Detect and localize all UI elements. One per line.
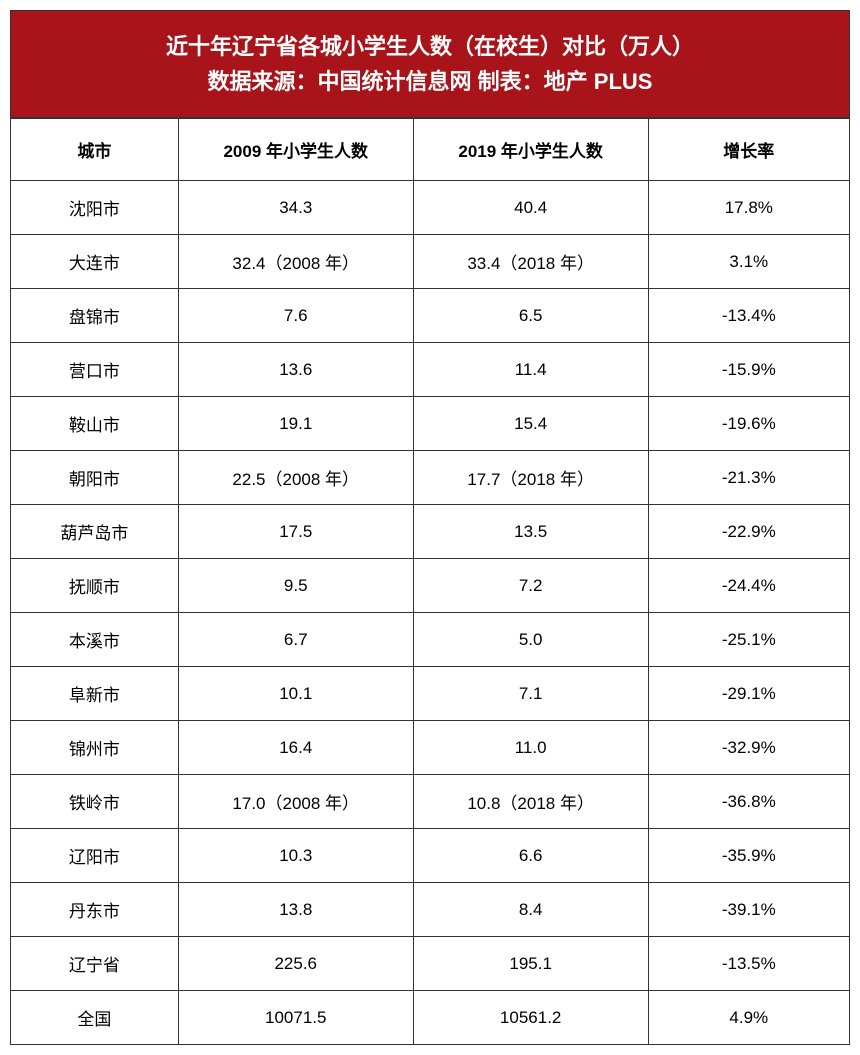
cell-2019: 7.2 bbox=[413, 559, 648, 613]
cell-2019: 33.4（2018 年） bbox=[413, 235, 648, 289]
cell-growth: -39.1% bbox=[648, 883, 849, 937]
cell-2019: 10561.2 bbox=[413, 991, 648, 1045]
table-row: 抚顺市9.57.2-24.4% bbox=[11, 559, 850, 613]
cell-city: 铁岭市 bbox=[11, 775, 179, 829]
cell-city: 锦州市 bbox=[11, 721, 179, 775]
cell-2019: 10.8（2018 年） bbox=[413, 775, 648, 829]
cell-2019: 5.0 bbox=[413, 613, 648, 667]
cell-growth: -13.4% bbox=[648, 289, 849, 343]
cell-2009: 16.4 bbox=[178, 721, 413, 775]
data-table: 城市 2009 年小学生人数 2019 年小学生人数 增长率 沈阳市34.340… bbox=[10, 118, 850, 1045]
cell-growth: -21.3% bbox=[648, 451, 849, 505]
cell-2019: 11.4 bbox=[413, 343, 648, 397]
cell-city: 营口市 bbox=[11, 343, 179, 397]
cell-growth: -15.9% bbox=[648, 343, 849, 397]
cell-2009: 32.4（2008 年） bbox=[178, 235, 413, 289]
table-row: 丹东市13.88.4-39.1% bbox=[11, 883, 850, 937]
col-header-2019: 2019 年小学生人数 bbox=[413, 119, 648, 181]
cell-city: 鞍山市 bbox=[11, 397, 179, 451]
table-row: 辽宁省225.6195.1-13.5% bbox=[11, 937, 850, 991]
cell-city: 阜新市 bbox=[11, 667, 179, 721]
table-row: 辽阳市10.36.6-35.9% bbox=[11, 829, 850, 883]
cell-2019: 13.5 bbox=[413, 505, 648, 559]
cell-2009: 13.6 bbox=[178, 343, 413, 397]
col-header-2009: 2009 年小学生人数 bbox=[178, 119, 413, 181]
cell-2009: 17.0（2008 年） bbox=[178, 775, 413, 829]
cell-2009: 9.5 bbox=[178, 559, 413, 613]
cell-2019: 7.1 bbox=[413, 667, 648, 721]
table-row: 铁岭市17.0（2008 年）10.8（2018 年）-36.8% bbox=[11, 775, 850, 829]
cell-2009: 34.3 bbox=[178, 181, 413, 235]
cell-growth: 17.8% bbox=[648, 181, 849, 235]
cell-2009: 7.6 bbox=[178, 289, 413, 343]
col-header-growth: 增长率 bbox=[648, 119, 849, 181]
table-row: 葫芦岛市17.513.5-22.9% bbox=[11, 505, 850, 559]
cell-city: 本溪市 bbox=[11, 613, 179, 667]
cell-growth: -36.8% bbox=[648, 775, 849, 829]
cell-growth: -29.1% bbox=[648, 667, 849, 721]
cell-2009: 10.3 bbox=[178, 829, 413, 883]
cell-2019: 8.4 bbox=[413, 883, 648, 937]
cell-city: 沈阳市 bbox=[11, 181, 179, 235]
cell-city: 抚顺市 bbox=[11, 559, 179, 613]
cell-growth: -32.9% bbox=[648, 721, 849, 775]
table-header-row: 城市 2009 年小学生人数 2019 年小学生人数 增长率 bbox=[11, 119, 850, 181]
cell-city: 朝阳市 bbox=[11, 451, 179, 505]
cell-city: 大连市 bbox=[11, 235, 179, 289]
cell-2009: 10.1 bbox=[178, 667, 413, 721]
cell-2019: 17.7（2018 年） bbox=[413, 451, 648, 505]
cell-2019: 15.4 bbox=[413, 397, 648, 451]
header-title-line2: 数据来源：中国统计信息网 制表：地产 PLUS bbox=[21, 64, 839, 99]
cell-city: 全国 bbox=[11, 991, 179, 1045]
col-header-city: 城市 bbox=[11, 119, 179, 181]
cell-city: 盘锦市 bbox=[11, 289, 179, 343]
table-row: 大连市32.4（2008 年）33.4（2018 年）3.1% bbox=[11, 235, 850, 289]
table-row: 营口市13.611.4-15.9% bbox=[11, 343, 850, 397]
cell-growth: -35.9% bbox=[648, 829, 849, 883]
cell-2019: 195.1 bbox=[413, 937, 648, 991]
cell-2009: 225.6 bbox=[178, 937, 413, 991]
cell-2009: 10071.5 bbox=[178, 991, 413, 1045]
table-header: 近十年辽宁省各城小学生人数（在校生）对比（万人） 数据来源：中国统计信息网 制表… bbox=[10, 10, 850, 118]
cell-growth: -24.4% bbox=[648, 559, 849, 613]
header-title-line1: 近十年辽宁省各城小学生人数（在校生）对比（万人） bbox=[21, 29, 839, 64]
cell-growth: -13.5% bbox=[648, 937, 849, 991]
table-row: 阜新市10.17.1-29.1% bbox=[11, 667, 850, 721]
cell-growth: -19.6% bbox=[648, 397, 849, 451]
cell-2009: 6.7 bbox=[178, 613, 413, 667]
cell-2009: 19.1 bbox=[178, 397, 413, 451]
cell-city: 葫芦岛市 bbox=[11, 505, 179, 559]
cell-city: 辽宁省 bbox=[11, 937, 179, 991]
table-row: 朝阳市22.5（2008 年）17.7（2018 年）-21.3% bbox=[11, 451, 850, 505]
cell-growth: -25.1% bbox=[648, 613, 849, 667]
cell-2009: 22.5（2008 年） bbox=[178, 451, 413, 505]
table-row: 锦州市16.411.0-32.9% bbox=[11, 721, 850, 775]
cell-2009: 13.8 bbox=[178, 883, 413, 937]
cell-2019: 6.5 bbox=[413, 289, 648, 343]
cell-2009: 17.5 bbox=[178, 505, 413, 559]
cell-2019: 6.6 bbox=[413, 829, 648, 883]
cell-2019: 40.4 bbox=[413, 181, 648, 235]
cell-growth: 3.1% bbox=[648, 235, 849, 289]
table-row: 沈阳市34.340.417.8% bbox=[11, 181, 850, 235]
cell-growth: 4.9% bbox=[648, 991, 849, 1045]
cell-city: 丹东市 bbox=[11, 883, 179, 937]
table-row: 盘锦市7.66.5-13.4% bbox=[11, 289, 850, 343]
table-row: 本溪市6.75.0-25.1% bbox=[11, 613, 850, 667]
table-row: 全国10071.510561.24.9% bbox=[11, 991, 850, 1045]
cell-city: 辽阳市 bbox=[11, 829, 179, 883]
table-row: 鞍山市19.115.4-19.6% bbox=[11, 397, 850, 451]
cell-growth: -22.9% bbox=[648, 505, 849, 559]
cell-2019: 11.0 bbox=[413, 721, 648, 775]
